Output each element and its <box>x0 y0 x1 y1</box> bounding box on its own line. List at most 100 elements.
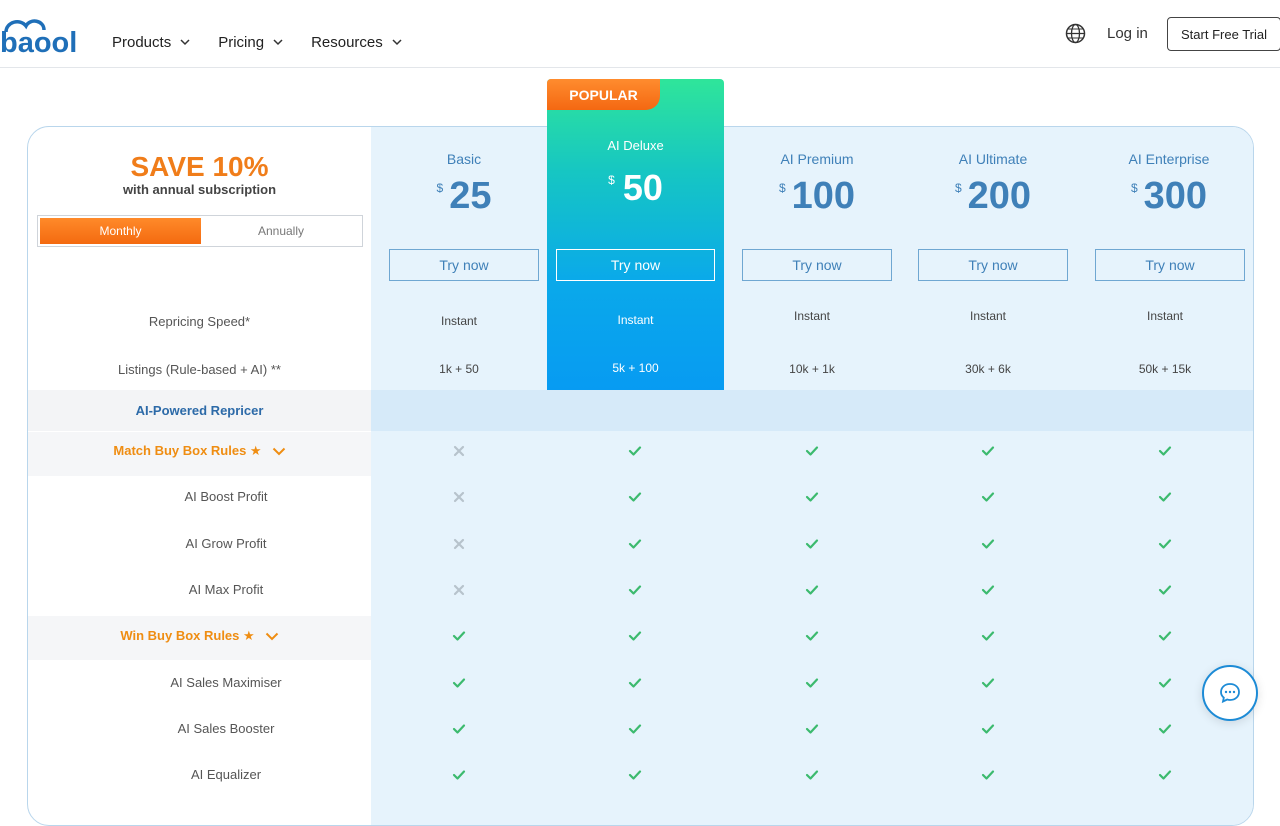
listings-ultimate: 30k + 6k <box>965 362 1011 376</box>
check-icon <box>1158 492 1172 502</box>
check-icon <box>1158 631 1172 641</box>
price-enterprise: $300 <box>1081 175 1253 218</box>
main-nav: Products Pricing Resources <box>112 0 402 84</box>
check-icon <box>805 770 819 780</box>
chat-bubble-icon <box>1220 683 1240 704</box>
group-row-bg <box>28 432 371 476</box>
check-icon <box>805 492 819 502</box>
login-link[interactable]: Log in <box>1107 25 1148 42</box>
price-amount: 200 <box>967 175 1032 217</box>
site-header: baool Products Pricing Resources Log in … <box>0 0 1280 68</box>
feature-label: AI Sales Maximiser <box>170 674 282 690</box>
check-icon <box>805 585 819 595</box>
feature-label: AI Sales Booster <box>177 720 275 736</box>
feature-group-label[interactable]: Win Buy Box Rules ★ <box>28 628 371 644</box>
check-icon <box>628 538 642 549</box>
check-icon <box>628 770 642 780</box>
nav-products[interactable]: Products <box>112 34 190 51</box>
plan-name-ultimate: AI Ultimate <box>958 151 1028 167</box>
speed-ultimate: Instant <box>969 309 1007 323</box>
speed-basic: Instant <box>440 314 478 328</box>
section-title: AI-Powered Repricer <box>135 403 264 418</box>
check-icon <box>805 538 819 549</box>
check-icon <box>628 677 642 688</box>
try-now-enterprise-button[interactable]: Try now <box>1095 249 1245 281</box>
feature-label: AI Grow Profit <box>185 535 267 551</box>
plans-background <box>371 127 1253 825</box>
check-icon <box>981 770 995 780</box>
check-icon <box>805 677 819 688</box>
try-now-deluxe-button[interactable]: Try now <box>556 249 715 281</box>
try-now-basic-button[interactable]: Try now <box>389 249 539 281</box>
feature-label: AI Max Profit <box>188 581 264 597</box>
price-ultimate: $200 <box>905 175 1081 218</box>
cross-icon <box>453 492 465 503</box>
currency-symbol: $ <box>436 181 444 195</box>
feature-group-label[interactable]: Match Buy Box Rules ★ <box>28 443 371 459</box>
save-subtitle: with annual subscription <box>122 182 277 197</box>
check-icon <box>452 724 466 734</box>
try-now-ultimate-button[interactable]: Try now <box>918 249 1068 281</box>
feature-label: AI Equalizer <box>190 767 262 783</box>
chevron-down-icon <box>272 447 285 455</box>
check-icon <box>1158 724 1172 734</box>
globe-icon[interactable] <box>1065 23 1086 44</box>
plan-name-deluxe: AI Deluxe <box>607 138 664 153</box>
check-icon <box>628 585 642 595</box>
annually-toggle-button[interactable]: Annually <box>257 224 305 238</box>
cross-icon <box>453 584 465 595</box>
plan-name-premium: AI Premium <box>780 151 854 167</box>
listings-deluxe: 5k + 100 <box>612 361 659 375</box>
check-icon <box>981 585 995 595</box>
chevron-down-icon <box>392 38 402 45</box>
price-amount: 25 <box>449 175 492 217</box>
check-icon <box>1158 446 1172 456</box>
repricing-speed-label: Repricing Speed* <box>148 314 251 329</box>
pricing-table: SAVE 10% with annual subscription Monthl… <box>27 126 1254 826</box>
currency-symbol: $ <box>1130 181 1138 195</box>
cross-icon <box>453 538 465 549</box>
check-icon <box>981 677 995 688</box>
monthly-toggle-button[interactable]: Monthly <box>40 218 201 244</box>
price-amount: 300 <box>1143 175 1208 217</box>
nav-pricing[interactable]: Pricing <box>218 34 283 51</box>
nav-resources-label: Resources <box>311 33 383 51</box>
currency-symbol: $ <box>954 181 962 195</box>
check-icon <box>981 631 995 641</box>
feature-group-text: Win Buy Box Rules ★ <box>120 628 255 644</box>
price-amount: 50 <box>622 167 663 208</box>
price-amount: 100 <box>791 175 856 217</box>
chevron-down-icon <box>265 632 278 641</box>
chat-button[interactable] <box>1202 665 1258 721</box>
check-icon <box>452 770 466 780</box>
check-icon <box>628 631 642 641</box>
check-icon <box>981 538 995 549</box>
start-free-trial-button[interactable]: Start Free Trial <box>1167 17 1280 51</box>
check-icon <box>452 677 466 688</box>
cross-icon <box>453 445 465 457</box>
price-basic: $25 <box>376 175 552 218</box>
check-icon <box>805 631 819 641</box>
currency-symbol: $ <box>608 173 615 187</box>
listings-enterprise: 50k + 15k <box>1138 362 1192 376</box>
popular-plan-column: POPULAR AI Deluxe $50 Try now Instant 5k… <box>547 79 724 390</box>
check-icon <box>628 492 642 502</box>
check-icon <box>1158 677 1172 688</box>
check-icon <box>805 446 819 456</box>
nav-products-label: Products <box>112 33 172 51</box>
billing-toggle: Monthly Annually <box>37 215 363 247</box>
check-icon <box>1158 770 1172 780</box>
check-icon <box>981 446 995 456</box>
section-row-plans-bg <box>371 390 1253 431</box>
plan-name-enterprise: AI Enterprise <box>1128 151 1210 167</box>
listings-premium: 10k + 1k <box>789 362 835 376</box>
nav-resources[interactable]: Resources <box>311 34 402 51</box>
try-now-premium-button[interactable]: Try now <box>742 249 892 281</box>
baool-logo[interactable]: baool <box>0 14 92 56</box>
feature-label: AI Boost Profit <box>184 489 268 505</box>
speed-premium: Instant <box>793 309 831 323</box>
nav-pricing-label: Pricing <box>218 33 265 51</box>
speed-enterprise: Instant <box>1146 309 1184 323</box>
currency-symbol: $ <box>778 181 786 195</box>
check-icon <box>805 724 819 734</box>
